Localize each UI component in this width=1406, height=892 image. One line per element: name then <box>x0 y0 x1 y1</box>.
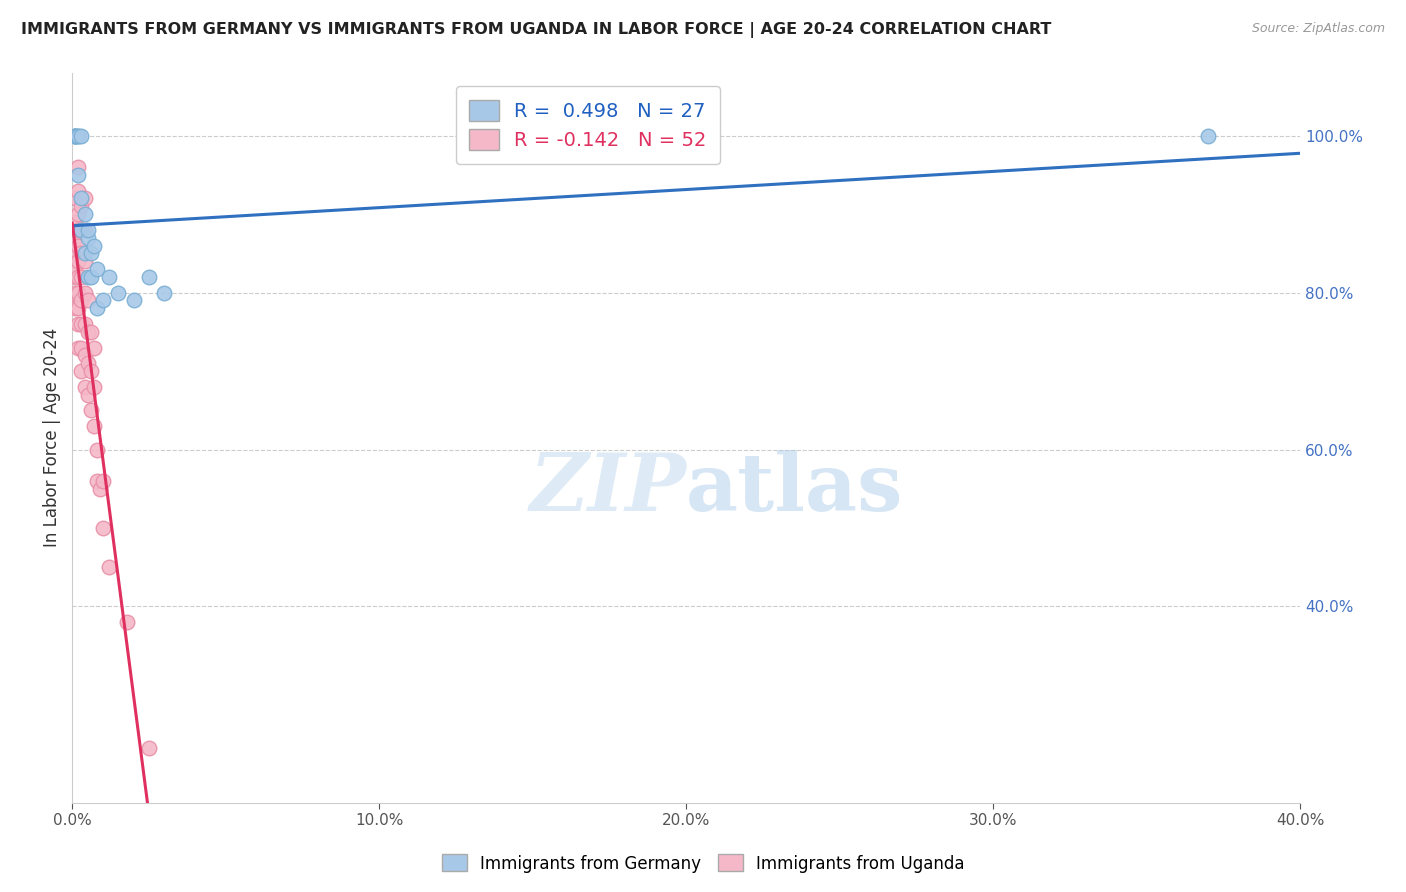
Point <box>98 269 121 284</box>
Point <box>107 285 129 300</box>
Point <box>83 341 105 355</box>
Point <box>65 128 87 143</box>
Point <box>65 128 87 143</box>
Point <box>67 160 90 174</box>
Point <box>65 269 87 284</box>
Point <box>67 128 90 143</box>
Point <box>70 199 93 213</box>
Y-axis label: In Labor Force | Age 20-24: In Labor Force | Age 20-24 <box>44 328 60 548</box>
Point <box>76 223 98 237</box>
Point <box>70 269 93 284</box>
Point <box>65 128 87 143</box>
Point <box>86 442 108 457</box>
Point <box>76 293 98 308</box>
Point <box>73 223 96 237</box>
Text: IMMIGRANTS FROM GERMANY VS IMMIGRANTS FROM UGANDA IN LABOR FORCE | AGE 20-24 COR: IMMIGRANTS FROM GERMANY VS IMMIGRANTS FR… <box>21 22 1052 38</box>
Point <box>67 238 90 252</box>
Point <box>91 521 114 535</box>
Legend: R =  0.498   N = 27, R = -0.142   N = 52: R = 0.498 N = 27, R = -0.142 N = 52 <box>456 87 720 164</box>
Text: Source: ZipAtlas.com: Source: ZipAtlas.com <box>1251 22 1385 36</box>
Point <box>73 380 96 394</box>
Point <box>138 740 160 755</box>
Point <box>70 128 93 143</box>
Text: ZIP: ZIP <box>529 450 686 527</box>
Point <box>70 293 93 308</box>
Point <box>70 341 93 355</box>
Point <box>70 223 93 237</box>
Point <box>1197 128 1219 143</box>
Point <box>79 403 101 417</box>
Point <box>70 364 93 378</box>
Point <box>70 192 93 206</box>
Point <box>73 285 96 300</box>
Point <box>122 293 145 308</box>
Point <box>65 215 87 229</box>
Point <box>83 419 105 434</box>
Point <box>65 192 87 206</box>
Text: atlas: atlas <box>686 450 904 528</box>
Point <box>67 254 90 268</box>
Point <box>67 223 90 237</box>
Point <box>67 269 90 284</box>
Point <box>67 285 90 300</box>
Point <box>67 341 90 355</box>
Point <box>67 128 90 143</box>
Legend: Immigrants from Germany, Immigrants from Uganda: Immigrants from Germany, Immigrants from… <box>434 847 972 880</box>
Point <box>73 246 96 260</box>
Point <box>67 207 90 221</box>
Point <box>89 482 111 496</box>
Point <box>70 223 93 237</box>
Point <box>76 387 98 401</box>
Point <box>79 325 101 339</box>
Point <box>91 293 114 308</box>
Point <box>86 474 108 488</box>
Point <box>79 364 101 378</box>
Point <box>83 238 105 252</box>
Point <box>73 254 96 268</box>
Point <box>70 317 93 331</box>
Point <box>76 356 98 370</box>
Point <box>73 317 96 331</box>
Point <box>117 615 139 629</box>
Point <box>138 269 160 284</box>
Point <box>67 317 90 331</box>
Point <box>65 246 87 260</box>
Point <box>70 246 93 260</box>
Point <box>73 348 96 362</box>
Point <box>91 474 114 488</box>
Point <box>73 192 96 206</box>
Point <box>65 301 87 316</box>
Point <box>65 128 87 143</box>
Point <box>67 184 90 198</box>
Point <box>86 262 108 277</box>
Point <box>76 325 98 339</box>
Point <box>76 269 98 284</box>
Point <box>86 301 108 316</box>
Point <box>65 230 87 244</box>
Point <box>67 168 90 182</box>
Point <box>65 262 87 277</box>
Point <box>153 285 176 300</box>
Point <box>67 301 90 316</box>
Point <box>65 285 87 300</box>
Point <box>79 269 101 284</box>
Point <box>76 230 98 244</box>
Point <box>79 246 101 260</box>
Point <box>83 380 105 394</box>
Point <box>98 560 121 574</box>
Point <box>73 207 96 221</box>
